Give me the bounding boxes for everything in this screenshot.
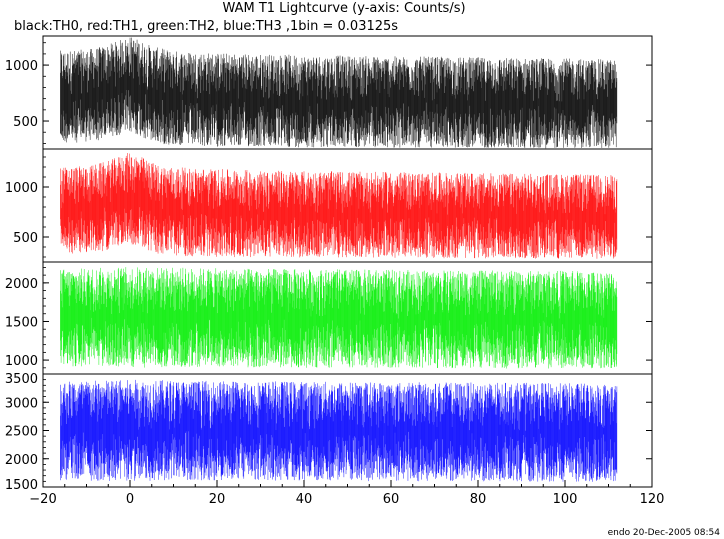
panel-th1: 500 1000 <box>5 148 653 263</box>
panels-group: 500 1000 500 1000 1000 1500 2000 1500 2000 2500 30… <box>5 35 653 493</box>
x-tick-label-100: 100 <box>553 492 578 507</box>
x-axis: −20 0 20 40 60 80 100 120 <box>29 480 664 507</box>
y-tick-label-th2-2000: 2000 <box>5 277 38 292</box>
x-tick-label-60: 60 <box>383 492 400 507</box>
y-tick-label-th0-1000: 1000 <box>5 59 38 74</box>
y-tick-label-th3-1500: 1500 <box>5 478 38 493</box>
chart-subtitle: black:TH0, red:TH1, green:TH2, blue:TH3 … <box>14 19 398 34</box>
chart-footer: endo 20-Dec-2005 08:54 <box>608 528 721 538</box>
x-tick-label-20: 20 <box>209 492 226 507</box>
x-tick-label-40: 40 <box>296 492 313 507</box>
x-tick-label-0: 0 <box>126 492 134 507</box>
y-tick-label-th1-500: 500 <box>13 231 38 246</box>
y-tick-label-th3-3000: 3000 <box>5 396 38 411</box>
y-tick-label-th3-2000: 2000 <box>5 453 38 468</box>
series-line-th3 <box>60 379 618 482</box>
y-tick-label-th0-500: 500 <box>13 115 38 130</box>
series-line-th0 <box>60 37 618 149</box>
panel-th3: 1500 2000 2500 3000 3500 <box>5 372 653 493</box>
y-tick-label-th3-3500: 3500 <box>5 372 38 387</box>
x-tick-label-80: 80 <box>470 492 487 507</box>
x-tick-label--20: −20 <box>29 492 56 507</box>
y-tick-label-th2-1000: 1000 <box>5 354 38 369</box>
x-tick-label-120: 120 <box>640 492 665 507</box>
y-tick-label-th3-2500: 2500 <box>5 425 38 440</box>
panel-th2: 1000 1500 2000 <box>5 261 653 375</box>
series-line-th2 <box>60 267 618 369</box>
series-line-th1 <box>60 153 618 259</box>
chart-title: WAM T1 Lightcurve (y-axis: Counts/s) <box>222 1 465 16</box>
y-tick-label-th1-1000: 1000 <box>5 181 38 196</box>
panel-th0: 500 1000 <box>5 35 653 150</box>
y-tick-label-th2-1500: 1500 <box>5 315 38 330</box>
